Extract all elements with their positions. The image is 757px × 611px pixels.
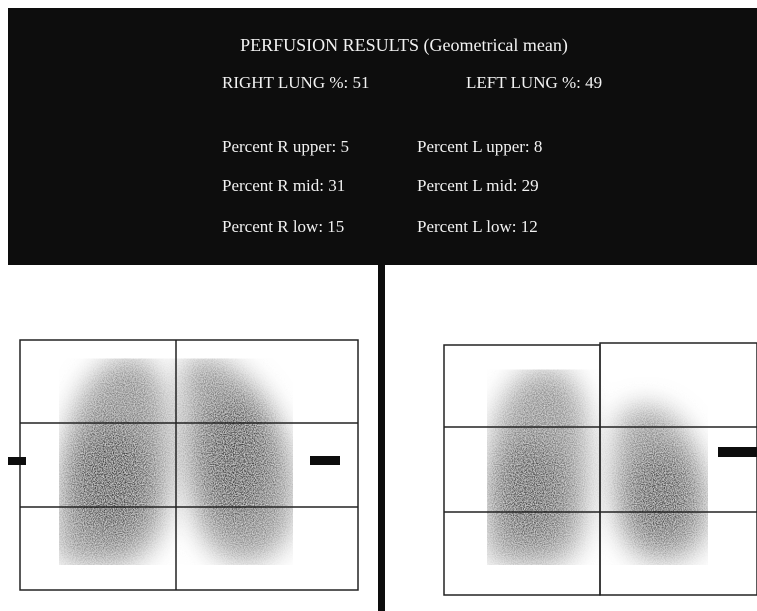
region-percent: Percent R low: 15 xyxy=(222,217,344,236)
panel-divider xyxy=(378,265,385,611)
page: {"header": {"title": "PERFUSION RESULTS … xyxy=(0,0,757,611)
marker xyxy=(8,457,26,465)
region-percent: Percent L mid: 29 xyxy=(417,176,539,195)
region-percent: Percent L low: 12 xyxy=(417,217,538,236)
lung-total: RIGHT LUNG %: 51 xyxy=(222,73,369,92)
region-percent: Percent R upper: 5 xyxy=(222,137,349,156)
screenshot: PERFUSION RESULTS (Geometrical mean) RIG… xyxy=(0,0,757,611)
region-percent: Percent L upper: 8 xyxy=(417,137,542,156)
marker xyxy=(310,456,340,465)
region-percent: Percent R mid: 31 xyxy=(222,176,345,195)
scan-right xyxy=(487,370,708,565)
results-title: PERFUSION RESULTS (Geometrical mean) xyxy=(240,35,568,56)
marker xyxy=(718,447,757,457)
lung-total: LEFT LUNG %: 49 xyxy=(466,73,602,92)
